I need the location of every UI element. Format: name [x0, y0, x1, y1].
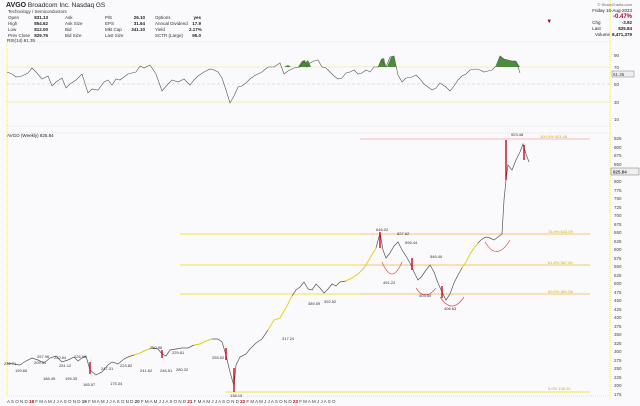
svg-text:700: 700 — [614, 213, 622, 218]
svg-text:199.66: 199.66 — [15, 368, 28, 373]
quote-date: Friday 18-Aug-2023 — [592, 8, 632, 13]
quote-col-4: Options yes Annual Dividend 17.9 Yield 2.17… — [155, 15, 202, 38]
svg-text:317.24: 317.24 — [282, 336, 295, 341]
svg-text:195.35: 195.35 — [65, 376, 78, 381]
svg-text:251.12: 251.12 — [59, 363, 72, 368]
svg-text:246.51: 246.51 — [160, 368, 173, 373]
sector: Technology / Semiconductors — [8, 9, 67, 14]
svg-text:646.02: 646.02 — [376, 227, 389, 232]
svg-text:241.62: 241.62 — [140, 368, 153, 373]
svg-text:A S O N D 18 F M A M J J A S O: A S O N D 18 F M A M J J A S O N D 19 F … — [7, 399, 336, 404]
svg-text:250.96: 250.96 — [150, 345, 163, 350]
svg-text:76.4% 643.09: 76.4% 643.09 — [548, 229, 573, 234]
svg-text:900: 900 — [614, 145, 622, 150]
svg-text:923.48: 923.48 — [511, 132, 524, 137]
svg-text:389.59: 389.59 — [308, 301, 321, 306]
rsi-label: RSI(14) 61.35 — [7, 38, 36, 43]
svg-text:375: 375 — [614, 324, 622, 329]
svg-text:300: 300 — [614, 349, 622, 354]
price-panel-label: AVGO (Weekly) 825.84 — [7, 133, 54, 138]
svg-text:232.71: 232.71 — [4, 361, 17, 366]
svg-text:275: 275 — [614, 358, 622, 363]
svg-text:186.45: 186.45 — [43, 376, 56, 381]
down-triangle-icon: ▼ — [546, 19, 553, 25]
quote-col-3: P/E 26.10 EPS 31.64 Mkt Cap 341.10 Last Siz… — [105, 15, 145, 38]
svg-text:725: 725 — [614, 205, 622, 210]
last-price: 825.84 — [618, 26, 632, 31]
svg-text:100.0% 923.48: 100.0% 923.48 — [540, 134, 568, 139]
svg-text:50.0% 461.06: 50.0% 461.06 — [548, 289, 573, 294]
svg-text:61.35: 61.35 — [613, 72, 625, 77]
svg-text:850: 850 — [614, 162, 622, 167]
svg-text:222.64: 222.64 — [54, 355, 67, 360]
price-axis: 925 900 875 850 825.84 800 775 750 725 7… — [610, 136, 640, 397]
svg-text:825.84: 825.84 — [613, 170, 627, 175]
svg-text:550: 550 — [614, 264, 622, 269]
rsi-panel: 90 70 50 30 10 61.35 — [6, 53, 635, 122]
svg-text:750: 750 — [614, 196, 622, 201]
svg-text:223.82: 223.82 — [120, 363, 133, 368]
svg-text:138.10: 138.10 — [230, 393, 243, 398]
quote-col-1: Open 831.13 High 854.62 Low 812.00 Prev Clo… — [8, 15, 48, 38]
ticker: AVGO — [6, 2, 27, 9]
quote-col-2: Ask Ask Size Bid Bid Size — [65, 15, 83, 38]
svg-text:30: 30 — [614, 100, 620, 105]
quote-header: AVGO Broadcom Inc. Nasdaq GS Technology … — [0, 0, 640, 40]
svg-text:500: 500 — [614, 281, 622, 286]
svg-text:61.8% 567.60: 61.8% 567.60 — [548, 260, 573, 265]
svg-text:325: 325 — [614, 341, 622, 346]
svg-text:475: 475 — [614, 290, 622, 295]
svg-text:175: 175 — [614, 392, 622, 397]
svg-text:625: 625 — [614, 239, 622, 244]
change-value: -3.92 — [621, 20, 632, 25]
svg-text:425: 425 — [614, 307, 622, 312]
source-credit: © StockCharts.com — [597, 2, 632, 7]
svg-text:257.96: 257.96 — [37, 354, 50, 359]
company-name: Broadcom Inc. — [27, 2, 70, 9]
svg-text:226.56: 226.56 — [74, 354, 87, 359]
svg-text:650: 650 — [614, 230, 622, 235]
svg-text:675: 675 — [614, 222, 622, 227]
quote-summary: Friday 18-Aug-2023 ▼ -0.47% Chg -3.92 Last… — [546, 8, 632, 37]
svg-text:800: 800 — [614, 179, 622, 184]
volume: 8,471,379 — [611, 32, 632, 37]
svg-text:175.34: 175.34 — [110, 381, 123, 386]
svg-text:403.50: 403.50 — [419, 293, 432, 298]
svg-text:525: 525 — [614, 273, 622, 278]
svg-text:209.31: 209.31 — [34, 360, 47, 365]
svg-text:546.40: 546.40 — [430, 254, 443, 259]
svg-text:50: 50 — [614, 82, 620, 87]
svg-text:627.62: 627.62 — [397, 231, 410, 236]
svg-text:600: 600 — [614, 247, 622, 252]
svg-text:10: 10 — [614, 117, 620, 122]
svg-text:392.52: 392.52 — [324, 299, 337, 304]
svg-text:775: 775 — [614, 188, 622, 193]
svg-text:350: 350 — [614, 332, 622, 337]
svg-text:875: 875 — [614, 153, 622, 158]
svg-text:247.31: 247.31 — [101, 366, 114, 371]
svg-text:90: 90 — [614, 53, 620, 58]
svg-text:575: 575 — [614, 256, 622, 261]
svg-text:925: 925 — [614, 136, 622, 141]
svg-text:596.44: 596.44 — [405, 240, 418, 245]
svg-text:450: 450 — [614, 298, 622, 303]
svg-text:491.22: 491.22 — [383, 280, 396, 285]
svg-text:200: 200 — [614, 383, 622, 388]
svg-text:406.63: 406.63 — [444, 306, 457, 311]
pct-change: -0.47% — [612, 14, 632, 20]
svg-text:250: 250 — [614, 366, 622, 371]
svg-text:400: 400 — [614, 315, 622, 320]
svg-text:280.32: 280.32 — [176, 367, 189, 372]
symbol-title: AVGO Broadcom Inc. Nasdaq GS — [6, 2, 105, 9]
svg-text:229.81: 229.81 — [172, 350, 185, 355]
svg-text:225: 225 — [614, 375, 622, 380]
date-axis: A S O N D 18 F M A M J J A S O N D 19 F … — [7, 399, 336, 404]
exchange: Nasdaq GS — [71, 2, 106, 9]
svg-text:255.52: 255.52 — [212, 355, 225, 360]
fib-levels: 100.0% 923.48 76.4% 643.09 61.8% 567.60 … — [180, 134, 590, 393]
svg-text:70: 70 — [614, 65, 620, 70]
svg-text:0.0% 138.10: 0.0% 138.10 — [548, 386, 571, 391]
svg-text:165.57: 165.57 — [83, 382, 96, 387]
